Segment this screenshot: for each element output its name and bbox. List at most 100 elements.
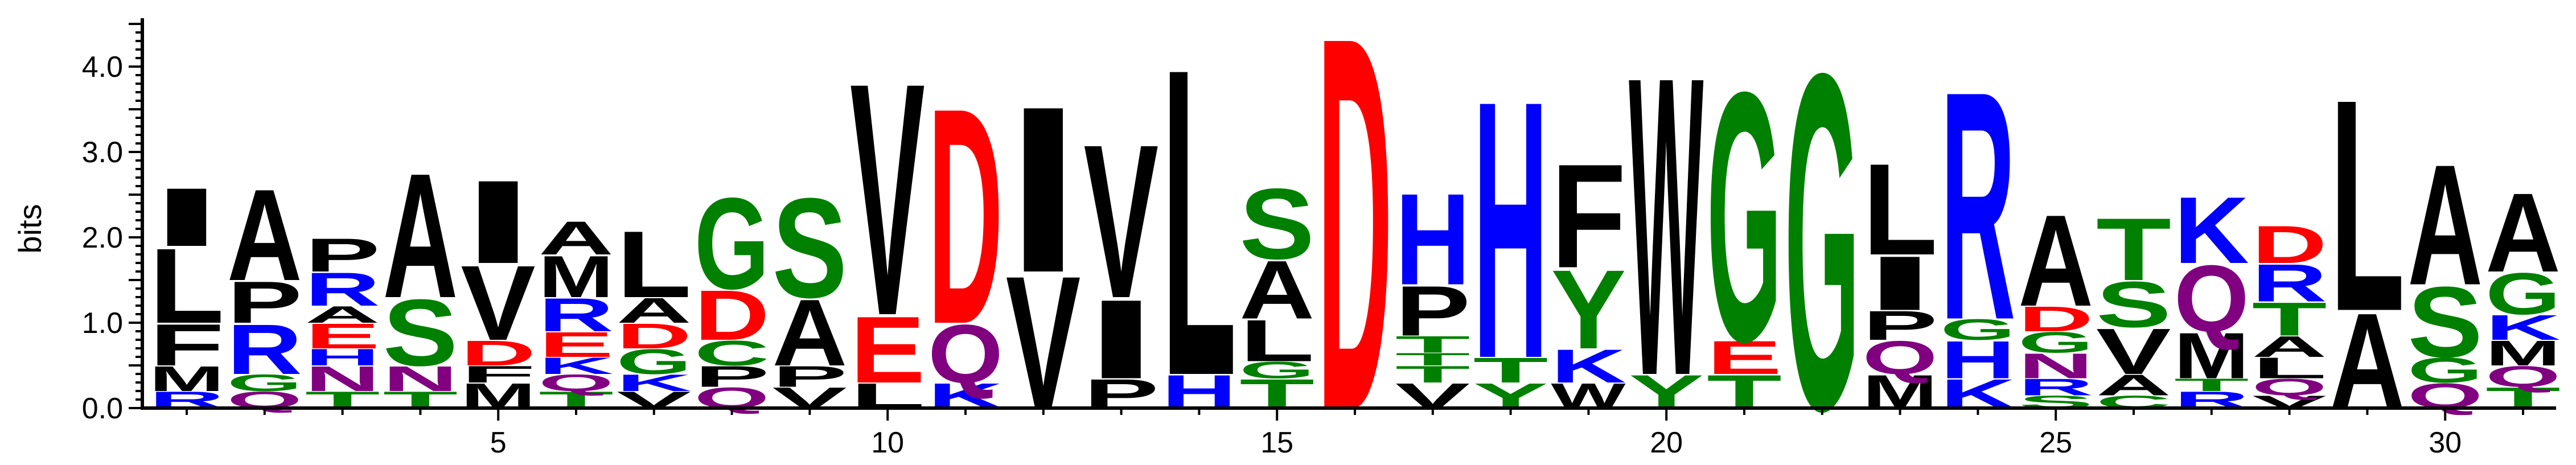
logo-letter-G-pos-8: G (695, 170, 770, 316)
x-tick-label: 5 (490, 426, 507, 459)
logo-letter-G-pos-22: G (1785, 0, 1860, 465)
x-tick-label: 25 (2039, 426, 2072, 459)
logo-letter-H-pos-17: H (1395, 166, 1470, 312)
logo-letter-R-pos-6: R (539, 289, 614, 341)
logo-letter-E-pos-10: E (850, 297, 925, 403)
logo-letter-Y-pos-19: Y (1551, 246, 1626, 372)
logo-letter-M-pos-31: M (2485, 333, 2561, 373)
logo-letter-L-pos-7: L (617, 211, 692, 318)
logo-letter-D-pos-8: D (695, 275, 770, 355)
logo-letter-H-pos-18: H (1473, 24, 1548, 435)
logo-letter-L-pos-15: L (1239, 307, 1314, 374)
logo-letter-N-pos-25: N (2018, 346, 2093, 386)
logo-letter-L-pos-29: L (2330, 36, 2405, 374)
logo-letter-S-pos-9: S (772, 168, 847, 327)
logo-letter-R-pos-24: R (1940, 24, 2015, 388)
logo-letter-T-pos-18: T (1473, 350, 1548, 390)
logo-letter-N-pos-3: N (305, 359, 380, 398)
logo-letter-T-pos-27: T (2174, 375, 2249, 395)
logo-letter-T-pos-17: T (1395, 361, 1470, 388)
logo-letter-P-pos-23: P (1863, 302, 1938, 349)
logo-letter-C-pos-8: C (695, 333, 770, 373)
y-tick-label: 0.0 (82, 392, 123, 425)
logo-letter-D-pos-11: D (928, 44, 1003, 389)
logo-letter-A-pos-15: A (1239, 244, 1314, 336)
logo-letter-T-pos-17: T (1395, 349, 1470, 369)
logo-letter-Q-pos-23: Q (1863, 331, 1938, 384)
logo-letter-E-pos-3: E (305, 316, 380, 356)
logo-letter-R-pos-28: R (2252, 253, 2327, 313)
x-tick-label: 30 (2429, 426, 2462, 459)
logo-letter-K-pos-7: K (617, 370, 692, 397)
logo-letter-W-pos-20: W (1629, 0, 1704, 465)
y-tick-label: 4.0 (82, 51, 123, 84)
y-tick-label: 1.0 (82, 307, 123, 340)
logo-letter-G-pos-21: G (1707, 18, 1782, 416)
logo-letter-E-pos-21: E (1707, 331, 1782, 384)
axes: 0.0 1.0 2.0 3.0 4.0 5 10 15 20 25 30 bits (12, 18, 2556, 459)
logo-letter-A-pos-28: A (2252, 330, 2327, 363)
logo-letter-F-pos-1: F (149, 311, 224, 378)
logo-letter-V-pos-13: V (1084, 98, 1159, 344)
logo-letter-P-pos-8: P (695, 360, 770, 393)
logo-letter-M-pos-27: M (2174, 320, 2249, 393)
logo-letter-G-pos-7: G (617, 342, 692, 382)
logo-letter-P-pos-2: P (227, 269, 302, 336)
logo-letter-L-pos-14: L (1161, 0, 1236, 465)
logo-letter-A-pos-26: A (2096, 369, 2171, 402)
logo-letter-Q-pos-11: Q (928, 307, 1003, 400)
logo-letter-M-pos-6: M (539, 244, 614, 310)
y-ticks: 0.0 1.0 2.0 3.0 4.0 (82, 23, 142, 425)
logo-letter-A-pos-3: A (305, 302, 380, 328)
logo-glyphs: RMFLIQGRPATNHEARPTNSAMFDVITQKERMAVKGDALQ… (149, 0, 2561, 465)
logo-letter-D-pos-16: D (1317, 0, 1392, 465)
logo-letter-P-pos-3: P (305, 229, 380, 282)
logo-letter-H-pos-24: H (1940, 330, 2015, 390)
x-tick-label: 15 (1260, 426, 1293, 459)
y-tick-label: 3.0 (82, 136, 123, 169)
logo-letter-K-pos-27: K (2174, 178, 2249, 283)
logo-letter-S-pos-4: S (383, 279, 458, 386)
logo-letter-G-pos-31: G (2485, 261, 2561, 327)
logo-letter-F-pos-5: F (461, 361, 536, 388)
logo-letter-L-pos-1: L (149, 226, 224, 345)
logo-letter-K-pos-6: K (539, 353, 614, 380)
logo-letter-I-pos-1: I (149, 171, 224, 264)
logo-letter-S-pos-30: S (2407, 266, 2483, 378)
logo-letter-R-pos-2: R (227, 310, 302, 389)
logo-letter-M-pos-1: M (149, 359, 224, 398)
logo-letter-S-pos-26: S (2096, 269, 2171, 341)
logo-letter-K-pos-31: K (2485, 307, 2561, 347)
logo-letter-V-pos-26: V (2096, 315, 2171, 388)
logo-letter-G-pos-2: G (227, 370, 302, 397)
logo-letter-A-pos-9: A (772, 280, 847, 386)
logo-letter-Q-pos-27: Q (2174, 245, 2249, 351)
logo-letter-G-pos-15: G (1239, 357, 1314, 384)
logo-letter-I-pos-23: I (1863, 240, 1938, 326)
x-ticks: 5 10 15 20 25 30 (186, 408, 2524, 459)
logo-letter-I-pos-5: I (461, 155, 536, 288)
logo-letter-A-pos-25: A (2018, 187, 2093, 334)
logo-letter-S-pos-15: S (1239, 167, 1314, 280)
x-tick-label: 10 (871, 426, 904, 459)
logo-letter-D-pos-5: D (461, 333, 536, 373)
logo-letter-N-pos-4: N (383, 359, 458, 398)
logo-letter-A-pos-4: A (383, 137, 458, 335)
logo-letter-A-pos-2: A (227, 162, 302, 308)
logo-letter-V-pos-5: V (461, 243, 535, 363)
logo-letter-G-pos-25: G (2018, 326, 2093, 359)
logo-letter-T-pos-17: T (1395, 331, 1470, 358)
logo-letter-G-pos-24: G (1940, 313, 2015, 347)
y-tick-label: 2.0 (82, 221, 123, 254)
logo-letter-Q-pos-6: Q (539, 370, 614, 397)
logo-letter-E-pos-6: E (539, 325, 614, 365)
logo-letter-T-pos-26: T (2096, 199, 2171, 299)
logo-letter-L-pos-23: L (1863, 137, 1938, 282)
y-axis-label: bits (12, 204, 48, 253)
logo-letter-P-pos-9: P (772, 360, 847, 393)
logo-letter-H-pos-3: H (305, 344, 380, 371)
logo-letter-Q-pos-28: Q (2252, 374, 2327, 401)
logo-letter-R-pos-25: R (2018, 374, 2093, 401)
logo-letter-A-pos-31: A (2485, 170, 2561, 295)
